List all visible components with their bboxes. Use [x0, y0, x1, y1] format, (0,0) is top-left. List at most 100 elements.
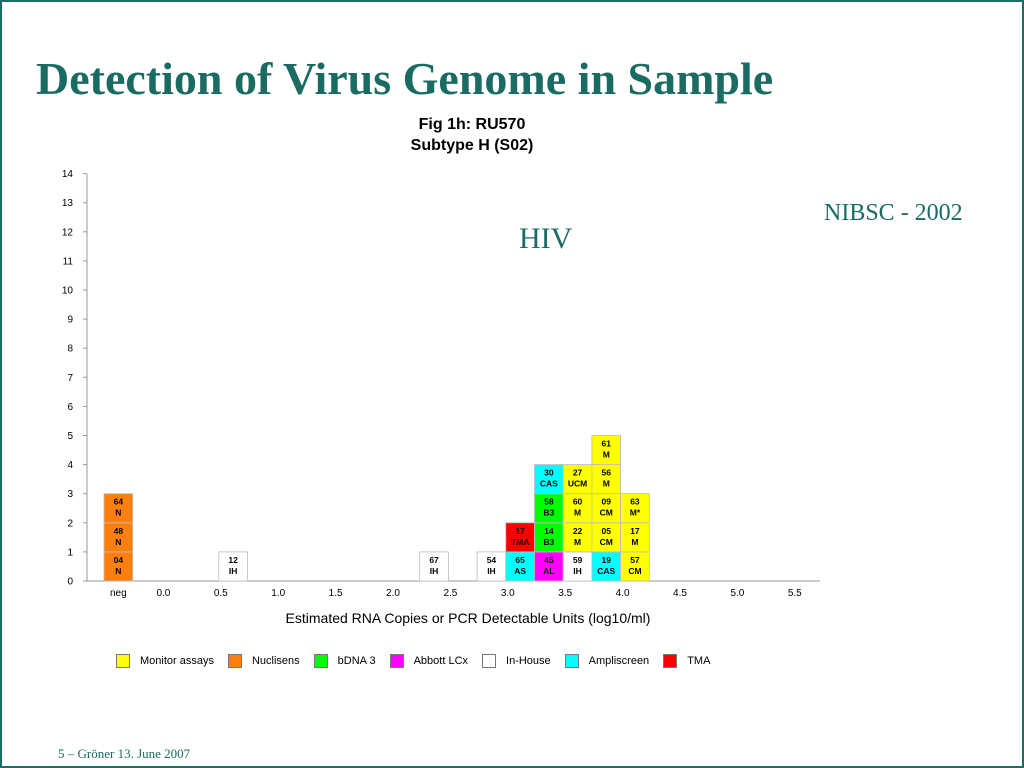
- bar-cell-lab-label: 12: [228, 555, 238, 565]
- bar-cell-method-label: M: [603, 450, 610, 460]
- legend-label: Monitor assays: [140, 655, 214, 667]
- bar-cell: [218, 551, 248, 582]
- bar-cell: [591, 493, 622, 524]
- x-tick-label: 2.5: [443, 588, 457, 599]
- legend-label: Abbott LCx: [413, 655, 469, 667]
- bar-cell-lab-label: 59: [573, 555, 583, 565]
- x-tick-label: 4.5: [673, 588, 687, 599]
- legend-item: Ampliscreen: [564, 654, 650, 668]
- bar-cell-method-label: B3: [543, 537, 554, 547]
- legend-label: Nuclisens: [251, 655, 300, 667]
- bar-cell-lab-label: 64: [114, 497, 124, 507]
- bar-cell: [419, 551, 449, 582]
- bar-cell-lab-label: 57: [630, 555, 640, 565]
- legend-item: Abbott LCx: [389, 654, 469, 668]
- bar-cell-lab-label: 61: [602, 439, 612, 449]
- y-tick-label: 2: [67, 518, 73, 529]
- y-tick-label: 12: [62, 227, 74, 238]
- bar-cell-method-label: TMA: [511, 537, 529, 547]
- bar-cell: [562, 551, 593, 582]
- legend-label: In-House: [506, 655, 551, 667]
- y-tick-label: 3: [67, 489, 73, 500]
- legend-swatch: [313, 654, 328, 668]
- bar-cell-lab-label: 17: [630, 526, 640, 536]
- bar-cell-lab-label: 17: [515, 526, 525, 536]
- x-tick-label: 1.5: [329, 588, 343, 599]
- legend-label: TMA: [687, 655, 711, 667]
- legend-swatch: [227, 654, 242, 668]
- y-tick-label: 11: [63, 256, 74, 267]
- bar-cell-method-label: IH: [229, 566, 238, 576]
- bar-cell-lab-label: 54: [487, 555, 497, 565]
- bar-cell: [505, 522, 535, 553]
- legend-swatch: [564, 654, 579, 668]
- bar-cell: [534, 551, 564, 582]
- bar-cell: [562, 493, 593, 524]
- legend-label: bDNA 3: [337, 655, 376, 667]
- legend-swatch: [482, 654, 497, 668]
- bar-cell-lab-label: 05: [602, 526, 612, 536]
- bar-cell: [591, 435, 622, 466]
- x-tick-label: 4.0: [616, 588, 630, 599]
- x-tick-label: neg: [110, 588, 127, 599]
- bar-cell: [505, 551, 535, 582]
- bar-cell-lab-label: 30: [544, 468, 554, 478]
- virus-label: HIV: [519, 222, 573, 255]
- bar-cell-lab-label: 56: [602, 468, 612, 478]
- x-tick-label: 2.0: [386, 588, 400, 599]
- bar-cell-lab-label: 27: [573, 468, 583, 478]
- bar-cell-method-label: M: [631, 537, 638, 547]
- bar-cell: [562, 464, 593, 495]
- y-tick-label: 9: [67, 315, 73, 326]
- legend-label: Ampliscreen: [588, 655, 650, 667]
- y-tick-label: 1: [67, 547, 73, 558]
- chart-legend: Monitor assays Nuclisens bDNA 3 Abbott LCx I…: [116, 652, 724, 670]
- bar-cell: [103, 551, 134, 582]
- bar-cell-method-label: CM: [600, 537, 613, 547]
- legend-swatch: [663, 654, 678, 668]
- source-label: NIBSC - 2002: [824, 200, 963, 226]
- x-tick-label: 5.0: [730, 588, 744, 599]
- y-tick-label: 8: [67, 344, 73, 355]
- x-tick-label: 0.0: [156, 588, 170, 599]
- bar-cell-lab-label: 58: [544, 497, 554, 507]
- bar-cell-method-label: CAS: [597, 566, 615, 576]
- bar-cell-method-label: AS: [514, 566, 526, 576]
- bar-cell-lab-label: 63: [630, 497, 640, 507]
- y-tick-label: 10: [62, 286, 74, 297]
- bar-cell: [534, 464, 564, 495]
- bar-cell: [562, 522, 593, 553]
- bar-cell-method-label: N: [115, 508, 121, 518]
- bar-cell-method-label: CAS: [540, 479, 558, 489]
- y-tick-label: 6: [67, 402, 73, 413]
- x-tick-label: 3.5: [558, 588, 572, 599]
- bar-cell-method-label: N: [115, 566, 121, 576]
- legend-swatch: [389, 654, 404, 668]
- bar-cell-method-label: M*: [630, 508, 641, 518]
- bar-cell-lab-label: 09: [602, 497, 612, 507]
- legend-item: bDNA 3: [313, 654, 376, 668]
- bar-cell-lab-label: 04: [114, 555, 124, 565]
- bar-cell-lab-label: 14: [544, 526, 554, 536]
- x-tick-label: 5.5: [788, 588, 802, 599]
- y-tick-label: 0: [67, 577, 73, 588]
- bar-cell-method-label: B3: [543, 508, 554, 518]
- bar-cell: [103, 493, 134, 524]
- legend-item: Nuclisens: [227, 654, 300, 668]
- bar-cell-lab-label: 22: [573, 526, 583, 536]
- bar-cell-method-label: N: [115, 537, 121, 547]
- bar-cell-method-label: CM: [628, 566, 641, 576]
- legend-item: Monitor assays: [116, 654, 214, 668]
- x-tick-label: 3.0: [501, 588, 515, 599]
- bar-cell: [620, 493, 650, 524]
- legend-swatch: [116, 654, 130, 668]
- legend-item: TMA: [663, 654, 710, 668]
- bar-cell-method-label: IH: [430, 566, 439, 576]
- bar-cell-lab-label: 60: [573, 497, 583, 507]
- bar-cell-method-label: AL: [543, 566, 554, 576]
- x-tick-label: 1.0: [271, 588, 285, 599]
- bar-cell-method-label: IH: [573, 566, 582, 576]
- y-tick-label: 4: [67, 460, 73, 471]
